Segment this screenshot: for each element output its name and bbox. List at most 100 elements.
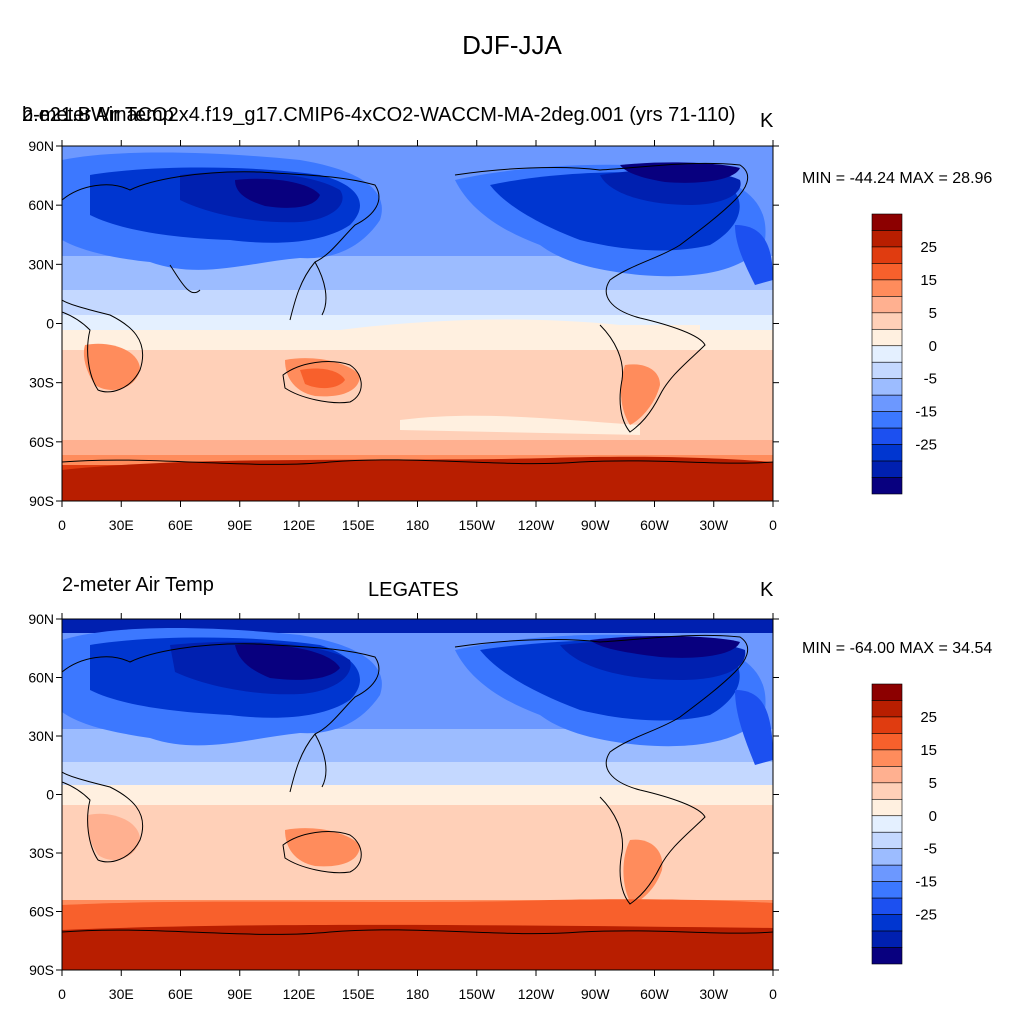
panel-center-text: b.e21.BWmaCO2x4.f19_g17.CMIP6-4xCO2-WACC… xyxy=(22,104,736,126)
lon-label: 60E xyxy=(168,986,193,1002)
colorbar-label: 25 xyxy=(920,709,937,726)
lat-label: 30S xyxy=(29,375,54,391)
lat-label: 60N xyxy=(28,197,54,213)
lat-label: 30N xyxy=(28,256,54,272)
lat-label: 60S xyxy=(29,434,54,450)
colorbar-swatch xyxy=(871,831,903,850)
lon-label: 150E xyxy=(342,986,375,1002)
lon-label: 120E xyxy=(283,517,316,533)
colorbar-swatch xyxy=(871,864,903,882)
colorbar-swatch xyxy=(871,733,903,751)
lon-label: 0 xyxy=(769,986,777,1002)
lat-label: 60N xyxy=(28,670,54,686)
colorbar-label: 15 xyxy=(920,742,937,759)
lon-label: 90W xyxy=(581,986,611,1002)
colorbar-swatch xyxy=(871,394,903,412)
colorbar-swatch xyxy=(871,947,903,965)
lat-label: 90S xyxy=(29,962,54,978)
panel-units: K xyxy=(760,110,774,132)
coastlines xyxy=(62,634,773,935)
colorbar-label: 25 xyxy=(920,239,937,256)
lon-label: 30E xyxy=(109,517,134,533)
colorbar-swatch xyxy=(871,296,903,314)
colorbar-label: -5 xyxy=(924,371,937,388)
colorbar-swatch xyxy=(871,279,903,297)
panel-units: K xyxy=(760,579,774,601)
lon-label: 150E xyxy=(342,517,375,533)
lon-label: 30W xyxy=(699,517,729,533)
colorbar-swatch xyxy=(871,848,903,866)
colorbar-swatch xyxy=(871,930,903,948)
lon-label: 120W xyxy=(518,986,555,1002)
colorbar-label: -25 xyxy=(915,907,937,924)
lon-label: 60E xyxy=(168,517,193,533)
lon-label: 0 xyxy=(58,986,66,1002)
lat-label: 0 xyxy=(46,316,54,332)
panel-left-text: 2-meter Air Temp xyxy=(22,104,174,126)
colorbar-label: 0 xyxy=(929,808,937,825)
colorbar-label: -15 xyxy=(915,874,937,891)
min-max-label: MIN = -44.24 MAX = 28.96 xyxy=(802,170,993,187)
lon-label: 90W xyxy=(581,517,611,533)
colorbar-swatch xyxy=(871,914,903,932)
colorbar-label: 0 xyxy=(929,338,937,355)
colorbar-swatch xyxy=(871,411,903,429)
lat-label: 60S xyxy=(29,904,54,920)
lon-label: 60W xyxy=(640,517,670,533)
min-max-label: MIN = -64.00 MAX = 34.54 xyxy=(802,640,993,657)
colorbar-swatch xyxy=(871,361,903,380)
temperature-map-model xyxy=(62,146,773,501)
lat-label: 90N xyxy=(28,138,54,154)
lat-label: 90S xyxy=(29,493,54,509)
colorbar-swatch xyxy=(871,477,903,495)
colorbar-label: 5 xyxy=(929,305,937,322)
lon-label: 0 xyxy=(58,517,66,533)
colorbar-swatch xyxy=(871,312,903,330)
colorbar-label: 15 xyxy=(920,272,937,289)
lon-label: 90E xyxy=(227,986,252,1002)
panel-model: 2-meter Air Temp b.e21.BWmaCO2x4.f19_g17… xyxy=(22,104,993,187)
colorbar-swatch xyxy=(871,782,903,800)
lon-label: 180 xyxy=(406,986,430,1002)
lon-label: 120E xyxy=(283,986,316,1002)
colorbar-swatch xyxy=(871,328,903,347)
colorbar-swatch xyxy=(871,460,903,478)
colorbar-swatch xyxy=(871,683,903,701)
colorbar-swatch xyxy=(871,766,903,784)
colorbar-swatch xyxy=(871,427,903,445)
panel-left-text: 2-meter Air Temp xyxy=(62,574,214,596)
colorbars: 25 15 5 0 -5 -15 -25 25 15 5 0 -5 -15 -25 xyxy=(871,213,937,965)
colorbar-swatch xyxy=(871,246,903,264)
lon-label: 30W xyxy=(699,986,729,1002)
colorbar-label: 5 xyxy=(929,775,937,792)
colorbar-swatch xyxy=(871,230,903,248)
colorbar-swatch xyxy=(871,897,903,915)
coastlines xyxy=(62,162,773,465)
lat-label: 30N xyxy=(28,728,54,744)
lon-label: 180 xyxy=(406,517,430,533)
colorbar-swatch xyxy=(871,345,903,363)
colorbar-swatch xyxy=(871,378,903,396)
colorbar-label: -5 xyxy=(924,841,937,858)
colorbar-swatch xyxy=(871,798,903,817)
lat-label: 90N xyxy=(28,611,54,627)
colorbar-swatch xyxy=(871,213,903,231)
colorbar-label: -25 xyxy=(915,437,937,454)
colorbar-swatch xyxy=(871,700,903,718)
panel-center-text: LEGATES xyxy=(368,579,459,601)
lon-label: 30E xyxy=(109,986,134,1002)
colorbar-swatch xyxy=(871,881,903,899)
lon-label: 60W xyxy=(640,986,670,1002)
figure-title: DJF-JJA xyxy=(462,30,562,60)
colorbar-swatch xyxy=(871,444,903,462)
colorbar-swatch xyxy=(871,749,903,767)
colorbar-swatch xyxy=(871,263,903,281)
colorbar-swatch xyxy=(871,716,903,734)
lon-label: 120W xyxy=(518,517,555,533)
colorbar-label: -15 xyxy=(915,404,937,421)
lon-label: 150W xyxy=(458,517,495,533)
colorbar-swatch xyxy=(871,815,903,833)
